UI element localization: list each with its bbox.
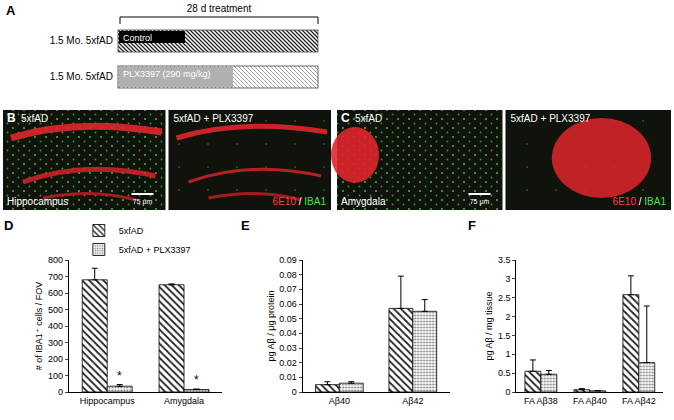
svg-text:0.06: 0.06 [279,299,297,309]
svg-text:5xfAD + PLX3397: 5xfAD + PLX3397 [119,245,191,255]
svg-text:0.03: 0.03 [279,343,297,353]
svg-text:Aβ40: Aβ40 [329,396,350,406]
svg-text:0: 0 [292,387,297,397]
svg-text:pg Aβ / mg tissue: pg Aβ / mg tissue [484,291,494,360]
svg-text:F: F [468,218,476,233]
svg-text:2: 2 [506,312,511,322]
svg-text:6E10 / IBA1: 6E10 / IBA1 [613,196,667,207]
svg-text:Amygdala: Amygdala [164,396,204,406]
svg-text:5xfAD: 5xfAD [119,226,144,236]
svg-text:0: 0 [58,387,63,397]
svg-text:500: 500 [48,305,63,315]
svg-text:28 d treatment: 28 d treatment [187,3,252,14]
svg-text:5xfAD: 5xfAD [21,113,48,124]
svg-text:C: C [341,111,350,125]
svg-text:0: 0 [506,387,511,397]
svg-text:pg Aβ / μg protein: pg Aβ / μg protein [266,291,276,362]
svg-text:PLX3397 (290 mg/kg): PLX3397 (290 mg/kg) [123,69,211,79]
svg-text:700: 700 [48,272,63,282]
svg-text:E: E [241,218,250,233]
svg-text:5xfAD + PLX3397: 5xfAD + PLX3397 [511,113,591,124]
svg-text:0.04: 0.04 [279,328,297,338]
svg-text:1.5 Mo. 5xfAD: 1.5 Mo. 5xfAD [50,35,113,46]
svg-text:1.5: 1.5 [498,331,511,341]
svg-text:600: 600 [48,288,63,298]
svg-text:# of IBA1⁺ cells / FOV: # of IBA1⁺ cells / FOV [34,282,44,370]
svg-text:1: 1 [506,349,511,359]
svg-text:Aβ42: Aβ42 [402,396,423,406]
svg-text:Control: Control [123,33,152,43]
svg-text:5xfAD + PLX3397: 5xfAD + PLX3397 [174,113,254,124]
svg-text:200: 200 [48,354,63,364]
svg-text:75 μm: 75 μm [133,198,153,206]
svg-text:FA Aβ38: FA Aβ38 [524,396,558,406]
svg-text:5xfAD: 5xfAD [355,113,382,124]
svg-text:100: 100 [48,371,63,381]
svg-text:A: A [6,3,16,18]
svg-text:75 μm: 75 μm [470,198,490,206]
svg-text:0.08: 0.08 [279,270,297,280]
svg-text:2.5: 2.5 [498,293,511,303]
svg-text:0.09: 0.09 [279,255,297,265]
svg-text:3.5: 3.5 [498,255,511,265]
svg-text:800: 800 [48,255,63,265]
svg-text:1.5 Mo. 5xfAD: 1.5 Mo. 5xfAD [50,71,113,82]
svg-text:FA Aβ40: FA Aβ40 [573,396,607,406]
svg-text:0.01: 0.01 [279,372,297,382]
svg-text:3: 3 [506,274,511,284]
svg-text:B: B [7,111,16,125]
svg-text:0.07: 0.07 [279,284,297,294]
svg-text:FA Aβ42: FA Aβ42 [622,396,656,406]
svg-text:Hippocampus: Hippocampus [7,196,68,207]
svg-text:Hippocampus: Hippocampus [80,396,136,406]
svg-text:0.5: 0.5 [498,368,511,378]
svg-text:*: * [194,373,199,387]
svg-text:400: 400 [48,321,63,331]
svg-text:Amygdala: Amygdala [341,196,386,207]
svg-text:300: 300 [48,338,63,348]
svg-text:D: D [4,218,13,233]
svg-text:0.05: 0.05 [279,314,297,324]
svg-text:6E10 / IBA1: 6E10 / IBA1 [273,196,327,207]
svg-text:0.02: 0.02 [279,358,297,368]
svg-text:*: * [117,369,122,383]
